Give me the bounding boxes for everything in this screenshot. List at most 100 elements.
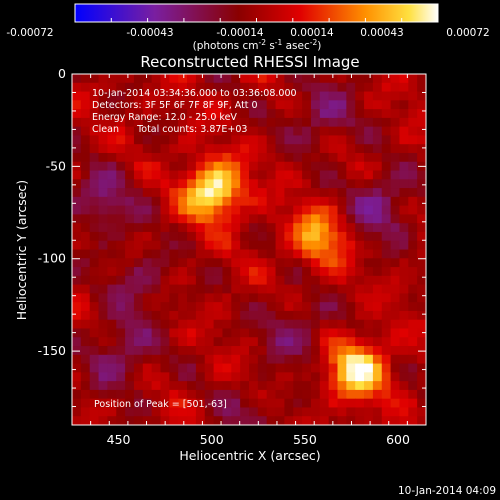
heatmap-pixel [337, 293, 347, 303]
heatmap-pixel [98, 161, 108, 171]
heatmap-pixel [151, 179, 161, 189]
heatmap-pixel [302, 416, 312, 426]
heatmap-pixel [72, 214, 82, 224]
heatmap-pixel [355, 346, 365, 356]
heatmap-pixel [169, 284, 179, 294]
heatmap-pixel [204, 249, 214, 259]
heatmap-pixel [355, 293, 365, 303]
heatmap-pixel [328, 328, 338, 338]
heatmap-pixel [116, 135, 126, 145]
heatmap-pixel [89, 170, 99, 180]
heatmap-pixel [204, 161, 214, 171]
heatmap-pixel [346, 240, 356, 250]
heatmap-pixel [116, 258, 126, 268]
heatmap-pixel [417, 196, 427, 207]
heatmap-pixel [381, 214, 391, 224]
heatmap-pixel [133, 109, 144, 119]
heatmap-pixel [408, 398, 418, 408]
heatmap-pixel [249, 135, 259, 145]
heatmap-pixel [231, 328, 241, 338]
heatmap-pixel [195, 188, 206, 198]
heatmap-pixel [381, 144, 391, 154]
heatmap-pixel [302, 284, 312, 294]
heatmap-pixel [89, 249, 99, 259]
heatmap-pixel [142, 170, 153, 180]
heatmap-pixel [116, 82, 126, 92]
heatmap-pixel [302, 223, 312, 233]
heatmap-pixel [284, 319, 294, 329]
heatmap-pixel [98, 214, 108, 224]
heatmap-pixel [89, 389, 99, 400]
heatmap-pixel [169, 117, 179, 128]
heatmap-pixel [116, 284, 126, 294]
heatmap-pixel [151, 310, 161, 321]
heatmap-pixel [72, 328, 82, 338]
heatmap-pixel [169, 91, 179, 101]
heatmap-pixel [337, 179, 347, 189]
heatmap-pixel [257, 310, 268, 321]
heatmap-pixel [187, 346, 197, 356]
heatmap-pixel [284, 302, 294, 312]
heatmap-pixel [293, 196, 303, 207]
heatmap-pixel [80, 363, 91, 373]
heatmap-pixel [222, 214, 232, 224]
heatmap-pixel [116, 205, 126, 215]
heatmap-pixel [346, 319, 356, 329]
heatmap-pixel [266, 144, 276, 154]
heatmap-pixel [160, 302, 170, 312]
heatmap-pixel [107, 249, 117, 259]
heatmap-pixel [346, 267, 356, 277]
heatmap-pixel [293, 188, 303, 198]
heatmap-pixel [266, 74, 276, 84]
heatmap-pixel [381, 337, 391, 347]
heatmap-pixel [80, 91, 91, 101]
heatmap-pixel [319, 126, 330, 136]
colorbar-tick-label: 0.00072 [446, 27, 489, 39]
heatmap-pixel [151, 381, 161, 391]
heatmap-pixel [355, 398, 365, 408]
heatmap-pixel [310, 144, 321, 154]
heatmap-pixel [72, 100, 82, 110]
heatmap-pixel [310, 372, 321, 382]
heatmap-pixel [133, 275, 144, 285]
heatmap-pixel [310, 381, 321, 391]
heatmap-pixel [257, 170, 268, 180]
heatmap-pixel [195, 152, 206, 163]
heatmap-pixel [408, 91, 418, 101]
heatmap-pixel [355, 100, 365, 110]
heatmap-pixel [319, 389, 330, 400]
heatmap-pixel [293, 179, 303, 189]
heatmap-pixel [328, 144, 338, 154]
heatmap-pixel [408, 328, 418, 338]
heatmap-pixel [107, 135, 117, 145]
axis-ticks [71, 73, 427, 426]
heatmap-pixel [142, 74, 153, 84]
heatmap-pixel [169, 231, 179, 242]
heatmap-pixel [364, 407, 374, 417]
heatmap-pixel [195, 354, 206, 364]
heatmap-pixel [98, 144, 108, 154]
heatmap-pixel [266, 100, 276, 110]
heatmap-image [72, 74, 427, 426]
heatmap-pixel [133, 389, 144, 400]
heatmap-pixel [98, 100, 108, 110]
heatmap-pixel [231, 91, 241, 101]
heatmap-pixel [372, 144, 383, 154]
heatmap-pixel [355, 258, 365, 268]
heatmap-pixel [107, 144, 117, 154]
heatmap-pixel [275, 152, 285, 163]
heatmap-pixel [213, 82, 223, 92]
heatmap-pixel [355, 389, 365, 400]
heatmap-pixel [257, 302, 268, 312]
heatmap-pixel [151, 293, 161, 303]
heatmap-pixel [125, 170, 135, 180]
heatmap-pixel [390, 319, 400, 329]
heatmap-pixel [204, 74, 214, 84]
heatmap-pixel [178, 214, 188, 224]
heatmap-pixel [142, 267, 153, 277]
heatmap-pixel [364, 152, 374, 163]
heatmap-pixel [160, 170, 170, 180]
heatmap-pixel [178, 381, 188, 391]
heatmap-pixel [381, 205, 391, 215]
heatmap-pixel [319, 223, 330, 233]
